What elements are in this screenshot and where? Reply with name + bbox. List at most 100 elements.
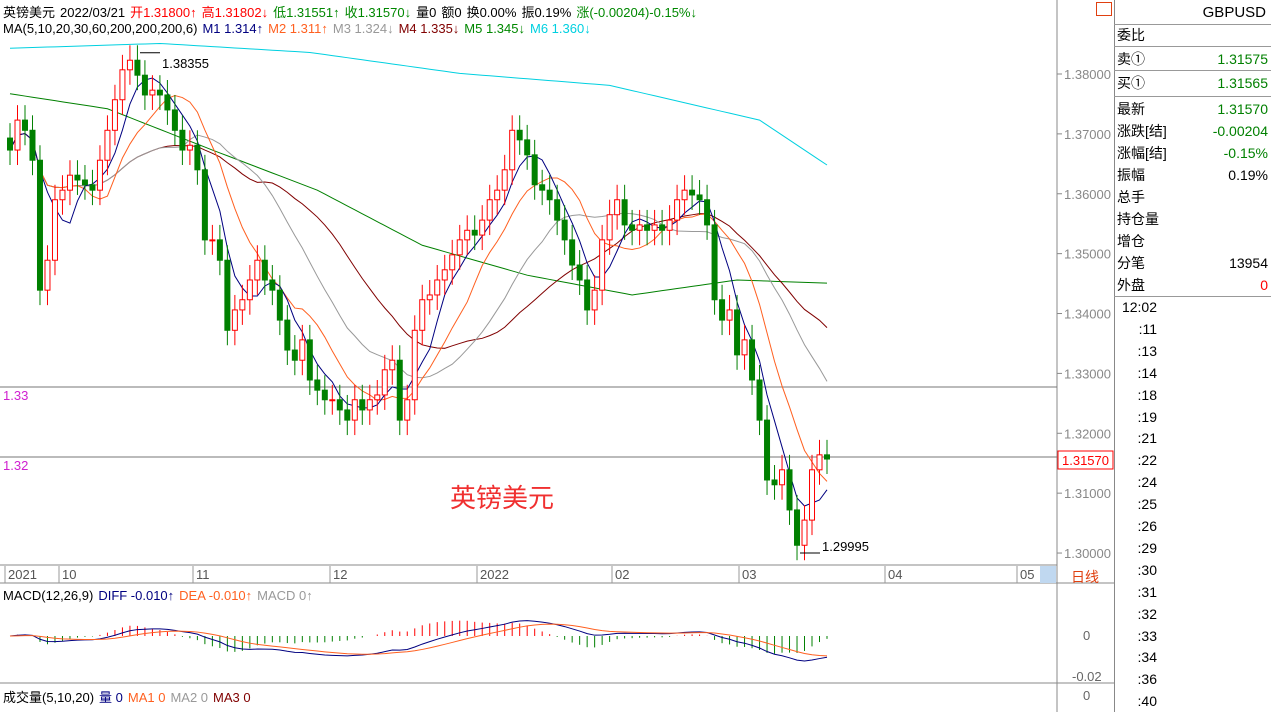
x-tick-label: 02	[615, 567, 629, 582]
x-tick-label: 12	[333, 567, 347, 582]
volume-ma2: MA2 0	[170, 690, 209, 705]
turnover-value: 换0.00%	[466, 5, 517, 20]
quote-row: 外盘 0	[1117, 274, 1268, 296]
candle	[344, 409, 351, 421]
candle	[719, 299, 726, 321]
candle	[141, 74, 148, 96]
candle	[651, 224, 658, 231]
tick-time: :22	[1137, 452, 1157, 469]
window-toggle-icon[interactable]	[1096, 2, 1112, 16]
quote-label: 买①	[1117, 75, 1145, 91]
candle	[119, 69, 126, 101]
ma2-line	[9, 95, 828, 482]
candle	[66, 174, 73, 191]
candle	[51, 199, 58, 261]
low-value: 低1.31551↑	[273, 5, 340, 20]
ma3-line	[9, 132, 828, 382]
quote-row: 涨幅[结] -0.15%	[1117, 142, 1268, 164]
candle	[704, 199, 711, 226]
candle	[591, 289, 598, 311]
candle	[786, 469, 793, 511]
candle	[471, 229, 478, 236]
volume-axis-zero: 0	[1083, 688, 1091, 703]
candle	[149, 89, 156, 96]
ma-header: MA(5,10,20,30,60,200,200,200,6) M1 1.314↑…	[3, 21, 596, 36]
candle	[486, 199, 493, 221]
low-annotation: 1.29995	[822, 539, 869, 554]
candle	[381, 369, 388, 396]
candle	[779, 469, 786, 486]
y-tick-label: 1.37000	[1064, 127, 1111, 142]
quote-value: 1.31565	[1217, 75, 1268, 91]
ref-line-label: 1.33	[3, 388, 28, 403]
macd-axis-min: -0.02	[1072, 669, 1102, 684]
tick-time: :25	[1137, 496, 1157, 513]
quote-label: 增仓	[1117, 233, 1145, 249]
candle	[374, 394, 381, 401]
tick-time: :32	[1137, 605, 1157, 622]
tick-time: :40	[1137, 693, 1157, 710]
candle	[464, 229, 471, 241]
candle	[329, 399, 336, 402]
tick-time: :18	[1137, 386, 1157, 403]
candle	[134, 59, 141, 76]
amount-value: 额0	[441, 5, 462, 20]
volume-header: 成交量(5,10,20) 量 0 MA1 0 MA2 0 MA3 0	[3, 687, 256, 706]
macd-header: MACD(12,26,9) DIFF -0.010↑ DEA -0.010↑ MACD…	[3, 588, 318, 603]
quote-row: 总手	[1117, 186, 1268, 208]
candle	[21, 119, 28, 131]
ma6-line	[9, 42, 828, 166]
candle	[29, 129, 36, 161]
ma5-line	[9, 93, 828, 296]
tick-time: :31	[1137, 583, 1157, 600]
candle	[441, 269, 448, 281]
candle	[36, 159, 43, 291]
candle	[741, 339, 748, 356]
candle	[351, 399, 358, 421]
candle	[531, 154, 538, 186]
candle	[209, 239, 216, 242]
candle	[186, 144, 193, 151]
candle	[126, 59, 133, 71]
quote-label: 最新	[1117, 101, 1145, 117]
tick-time: :34	[1137, 649, 1157, 666]
quote-symbol: GBPUSD	[1202, 4, 1266, 21]
candle	[524, 139, 531, 156]
tick-time: :29	[1137, 539, 1157, 556]
candle	[801, 519, 808, 546]
quote-label: 持仓量	[1117, 211, 1159, 227]
ma-m2: M2 1.311↑	[268, 21, 328, 36]
candle	[366, 399, 373, 411]
candle	[434, 279, 441, 296]
candle	[696, 194, 703, 201]
candle	[201, 169, 208, 241]
candle	[44, 259, 51, 291]
candle	[426, 294, 433, 301]
candle	[261, 259, 268, 281]
candle	[666, 219, 673, 231]
tick-time: :33	[1137, 627, 1157, 644]
candle	[539, 184, 546, 191]
candle	[681, 189, 688, 201]
candle	[156, 89, 163, 96]
ma-m6: M6 1.360↓	[530, 21, 591, 36]
candle	[584, 279, 591, 311]
candle	[14, 119, 21, 151]
candle	[284, 319, 291, 351]
ma4-line	[9, 132, 828, 349]
period-selector[interactable]: 日线	[1071, 569, 1099, 585]
candle	[621, 199, 628, 226]
candle	[726, 309, 733, 321]
candle	[644, 224, 651, 231]
candle	[501, 169, 508, 191]
scroll-thumb[interactable]	[1040, 566, 1056, 583]
volume-label: 成交量(5,10,20)	[3, 690, 95, 705]
divider	[1114, 46, 1271, 47]
tick-time: :26	[1137, 518, 1157, 534]
candle	[449, 254, 456, 271]
quote-row: 委比	[1117, 24, 1268, 46]
quote-value: -0.00204	[1212, 123, 1268, 139]
close-value: 收1.31570↓	[344, 5, 412, 20]
quote-label: 总手	[1117, 189, 1145, 205]
